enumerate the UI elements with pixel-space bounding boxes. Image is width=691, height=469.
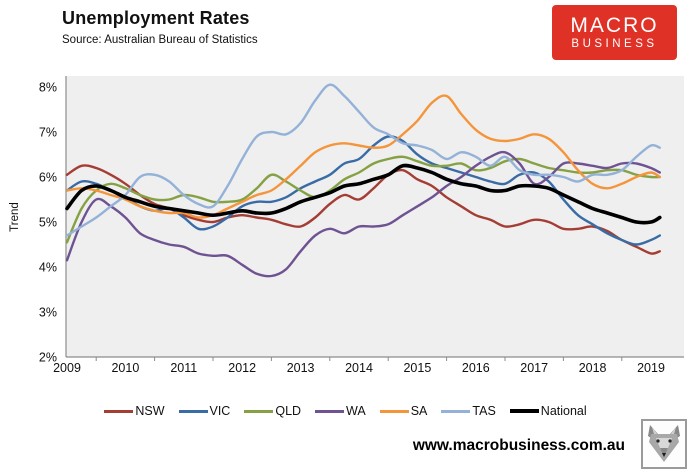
legend-swatch-vic: [178, 409, 208, 413]
chart-legend: NSW VIC QLD WA SA TAS National: [0, 399, 691, 423]
series-line-national: [65, 163, 662, 225]
legend-swatch-national: [509, 409, 539, 413]
legend-item-sa: SA: [379, 404, 428, 418]
x-axis-tick-label: 2010: [111, 361, 139, 375]
logo-line-macro: MACRO: [570, 13, 659, 37]
legend-swatch-tas: [441, 409, 471, 413]
y-axis-tick-label: 7%: [39, 126, 57, 140]
legend-swatch-wa: [315, 409, 345, 413]
y-axis-tick-label: 5%: [39, 216, 57, 230]
legend-item-nsw: NSW: [104, 404, 165, 418]
website-url: www.macrobusiness.com.au: [412, 437, 625, 454]
legend-label-sa: SA: [410, 404, 428, 418]
legend-label-national: National: [540, 404, 587, 418]
y-axis-tick-label: 4%: [39, 261, 57, 275]
x-axis-tick-label: 2009: [53, 361, 81, 375]
legend-swatch-nsw: [104, 409, 134, 413]
legend-label-qld: QLD: [275, 404, 302, 418]
x-axis-tick-label: 2018: [579, 361, 607, 375]
legend-label-nsw: NSW: [135, 404, 165, 418]
wolf-icon: [648, 425, 680, 462]
logo-line-business: BUSINESS: [571, 37, 658, 50]
legend-label-vic: VIC: [209, 404, 231, 418]
legend-item-vic: VIC: [178, 404, 231, 418]
legend-swatch-qld: [244, 409, 274, 413]
legend-label-wa: WA: [346, 404, 366, 418]
legend-item-wa: WA: [315, 404, 366, 418]
x-axis-tick-label: 2017: [520, 361, 548, 375]
legend-item-national: National: [509, 404, 587, 418]
plot-area: [66, 76, 684, 357]
wolf-logo-box: [641, 419, 687, 469]
y-axis-tick-label: 2%: [39, 351, 57, 365]
x-axis-tick-label: 2011: [170, 361, 197, 375]
series-line-wa: [65, 150, 661, 278]
x-axis-tick-label: 2014: [345, 361, 373, 375]
y-axis-tick-label: 6%: [39, 171, 57, 185]
x-axis-tick-label: 2015: [403, 361, 431, 375]
x-axis-tick-label: 2016: [462, 361, 490, 375]
x-axis-tick-label: 2019: [637, 361, 665, 375]
series-line-sa: [65, 94, 661, 219]
y-axis-tick-label: 3%: [39, 306, 57, 320]
series-line-qld: [65, 155, 661, 244]
unemployment-line-chart: 2% 3% 4% 5% 6% 7% 8% 2009 2010 2011 2012 2013 2014 20…: [9, 76, 684, 375]
legend-item-qld: QLD: [244, 404, 301, 418]
legend-swatch-sa: [379, 409, 409, 413]
legend-item-tas: TAS: [441, 404, 496, 418]
chart-source-note: Source: Australian Bureau of Statistics: [62, 34, 258, 46]
x-axis-tick-label: 2012: [228, 361, 256, 375]
y-axis-title: Trend: [9, 202, 21, 232]
page-title: Unemployment Rates: [62, 8, 250, 28]
legend-label-tas: TAS: [472, 404, 496, 418]
series-line-tas: [65, 83, 661, 237]
x-axis-tick-label: 2013: [287, 361, 315, 375]
macrobusiness-logo: MACRO BUSINESS: [552, 5, 677, 60]
y-axis-tick-label: 8%: [39, 81, 57, 95]
